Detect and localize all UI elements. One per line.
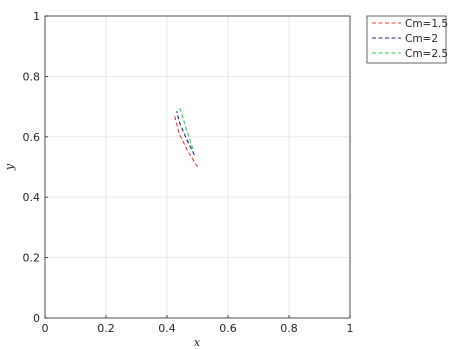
- legend-label-1: Cm=1.5: [405, 18, 448, 30]
- x-tick-label: 0: [42, 322, 49, 335]
- legend-box: [366, 15, 447, 64]
- series-line-2: [176, 110, 195, 156]
- y-tick-label: 0: [33, 312, 40, 325]
- series-line-3: [178, 106, 194, 150]
- y-tick-label: 0.2: [23, 252, 41, 265]
- x-tick-label: 1: [347, 322, 354, 335]
- x-tick-label: 0.8: [280, 322, 298, 335]
- x-axis-label: x: [194, 336, 201, 349]
- legend-label-2: Cm=2: [405, 33, 438, 45]
- x-tick-label: 0.2: [97, 322, 115, 335]
- legend: Cm=1.5 Cm=2 Cm=2.5: [366, 15, 448, 64]
- series-group: [174, 106, 198, 168]
- plot-border: [44, 15, 351, 319]
- series-line-1: [174, 115, 198, 168]
- x-tick-label: 0.6: [219, 322, 237, 335]
- y-axis-label: y: [3, 163, 16, 171]
- y-tick-label: 0.4: [23, 191, 41, 204]
- legend-label-3: Cm=2.5: [405, 48, 448, 60]
- x-tick-label: 0.4: [158, 322, 176, 335]
- y-tick-label: 0.8: [23, 70, 41, 83]
- y-tick-label: 1: [33, 10, 40, 23]
- grid: [44, 15, 351, 319]
- y-tick-label: 0.6: [23, 131, 41, 144]
- ticks: 0 0.2 0.4 0.6 0.8 1 0 0.2 0.4 0.6 0.8 1: [23, 10, 354, 335]
